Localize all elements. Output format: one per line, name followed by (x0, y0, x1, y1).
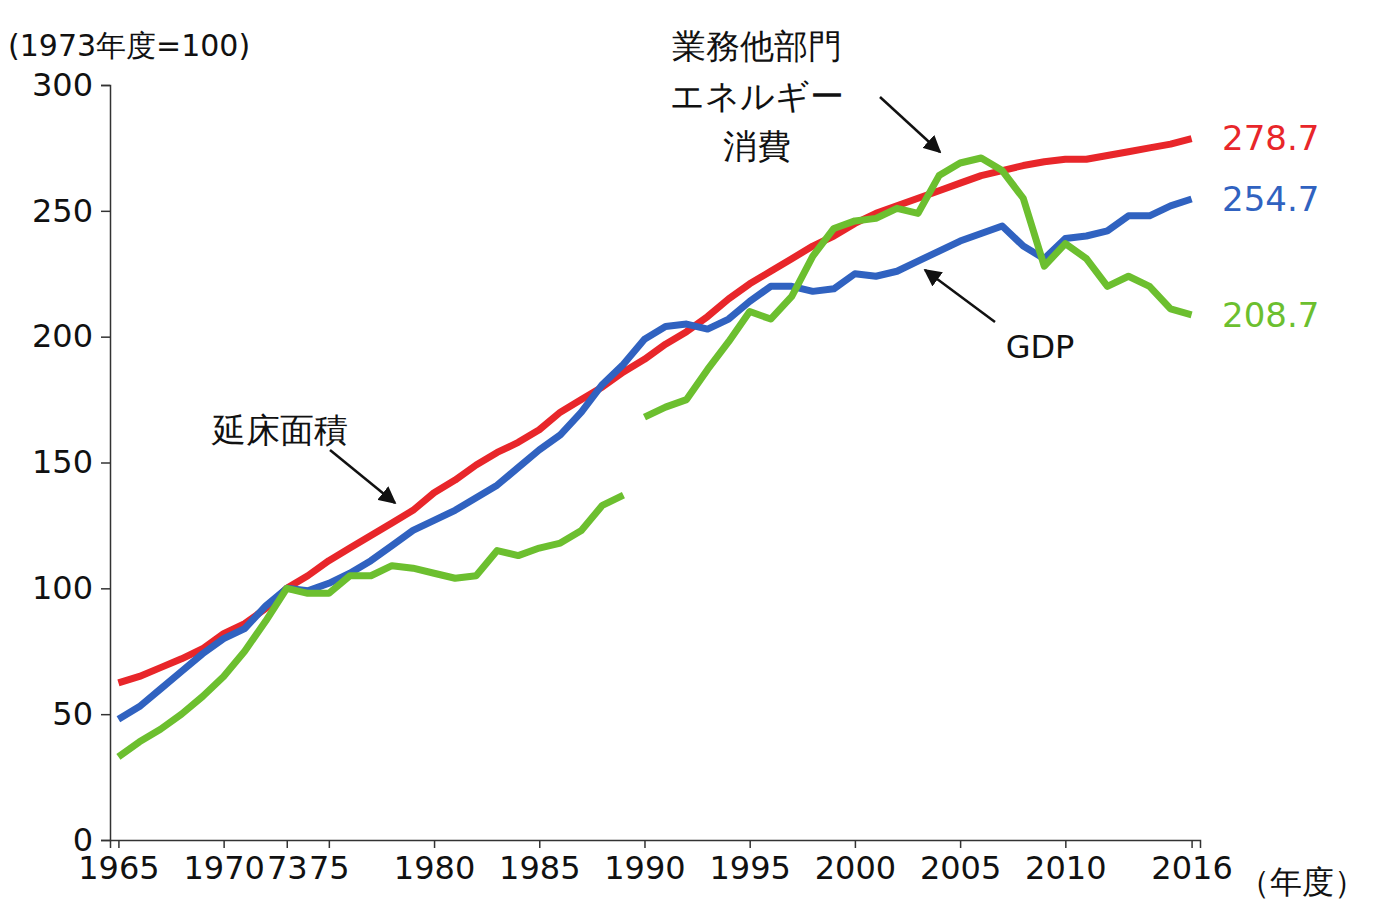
x-tick: 1980 (394, 840, 475, 887)
y-tick-mark (101, 588, 110, 590)
annotation-arrow (880, 97, 940, 152)
y-tick-label: 150 (32, 443, 93, 481)
x-tick-mark (1065, 840, 1067, 848)
annotation: 業務他部門エネルギー消費 (670, 26, 844, 166)
y-tick: 200 (32, 317, 110, 355)
y-tick: 100 (32, 569, 110, 607)
x-tick-mark (644, 840, 646, 848)
x-tick: 2005 (920, 840, 1001, 887)
x-tick-label: 73 (267, 849, 308, 887)
x-axis: 1965 19707375 1980 1985 1990 1995 2000 2005 2010… (78, 840, 1233, 887)
annotation-line: 業務他部門 (672, 26, 842, 66)
annotation: GDP (1006, 328, 1075, 366)
x-tick: 1965 (78, 840, 159, 887)
y-tick-mark (101, 211, 110, 213)
x-tick-mark (223, 840, 225, 848)
x-tick-mark (434, 840, 436, 848)
y-tick-mark (101, 714, 110, 716)
y-tick-label: 250 (32, 192, 93, 230)
annotations: 延床面積 業務他部門エネルギー消費 GDP 278.7 254.7 208.7 (211, 26, 1319, 503)
y-tick-mark (101, 85, 110, 87)
x-tick: 1970 (183, 840, 264, 887)
y-axis: 050100150200250300 (32, 66, 111, 859)
x-tick: 2016 (1151, 840, 1232, 887)
x-tick: 1990 (604, 840, 685, 887)
x-tick-mark (855, 840, 857, 848)
lines (118, 139, 1191, 757)
annotation-line: 278.7 (1222, 118, 1319, 158)
annotation: 延床面積 (211, 410, 348, 450)
annotation-line: 延床面積 (211, 410, 348, 450)
series-line (644, 158, 1191, 417)
y-tick-label: 100 (32, 569, 93, 607)
x-tick-mark (1191, 840, 1193, 848)
x-tick-mark (118, 840, 120, 848)
annotation: 278.7 (1222, 118, 1319, 158)
y-tick: 150 (32, 443, 110, 481)
x-tick-mark (539, 840, 541, 848)
y-tick: 50 (52, 695, 110, 733)
y-tick-label: 200 (32, 317, 93, 355)
x-tick: 2010 (1025, 840, 1106, 887)
x-tick-label: 1970 (183, 849, 264, 887)
annotation-arrow (925, 270, 995, 322)
annotation-line: 254.7 (1222, 179, 1319, 219)
x-tick: 73 (267, 840, 308, 887)
x-axis-title: （年度） (1238, 863, 1366, 901)
x-tick: 2000 (815, 840, 896, 887)
x-axis-line (111, 841, 1201, 849)
annotation-line: 208.7 (1222, 295, 1319, 335)
y-tick-mark (101, 336, 110, 338)
x-tick-label: 1995 (709, 849, 790, 887)
x-tick-label: 1965 (78, 849, 159, 887)
x-tick-label: 2005 (920, 849, 1001, 887)
x-tick: 1995 (709, 840, 790, 887)
y-tick-mark (101, 462, 110, 464)
annotation: 208.7 (1222, 295, 1319, 335)
annotation: 254.7 (1222, 179, 1319, 219)
series-line (118, 495, 623, 757)
chart: 0501001502002503001965197073751980198519… (0, 0, 1380, 922)
x-tick-mark (749, 840, 751, 848)
x-tick: 1985 (499, 840, 580, 887)
y-tick: 300 (32, 66, 110, 104)
annotation-line: 消費 (723, 126, 791, 166)
x-tick-label: 75 (309, 849, 350, 887)
x-tick-label: 1980 (394, 849, 475, 887)
y-tick-label: 300 (32, 66, 93, 104)
series-line (118, 199, 1191, 719)
x-tick-label: 1985 (499, 849, 580, 887)
annotation-arrow (330, 450, 395, 503)
x-tick-mark (287, 840, 289, 848)
annotation-line: GDP (1006, 328, 1075, 366)
y-axis-title: (1973年度=100) (8, 28, 250, 63)
annotation-line: エネルギー (670, 76, 844, 116)
y-tick: 250 (32, 192, 110, 230)
y-tick-mark (101, 840, 110, 842)
y-axis-line (101, 86, 111, 841)
x-tick-label: 2010 (1025, 849, 1106, 887)
x-tick-label: 1990 (604, 849, 685, 887)
x-tick-mark (329, 840, 331, 848)
y-tick-label: 50 (52, 695, 93, 733)
x-tick: 75 (309, 840, 350, 887)
x-tick-label: 2016 (1151, 849, 1232, 887)
x-tick-label: 2000 (815, 849, 896, 887)
x-tick-mark (960, 840, 962, 848)
